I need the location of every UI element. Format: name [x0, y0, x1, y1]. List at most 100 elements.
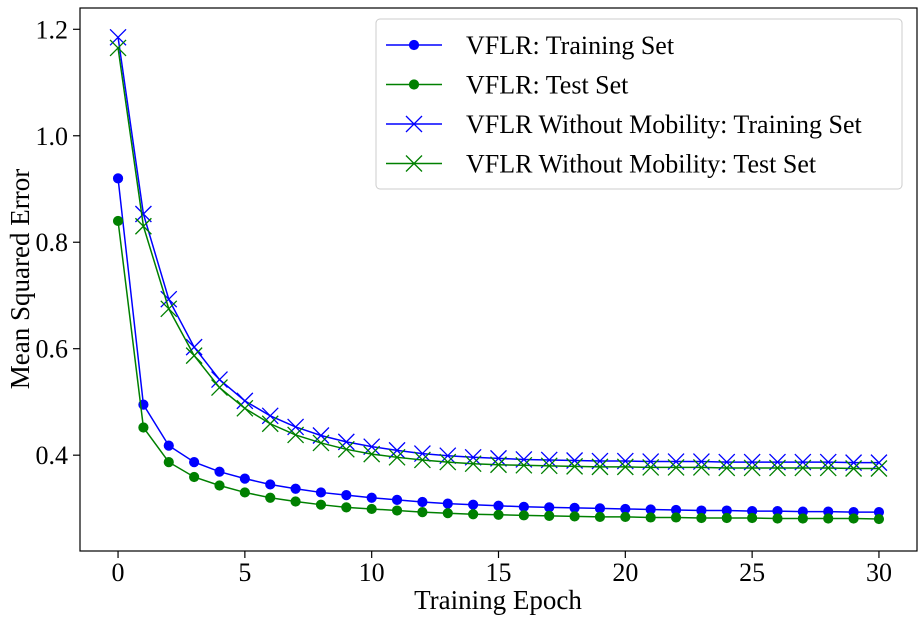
data-point — [794, 459, 812, 477]
data-point — [442, 498, 453, 509]
legend-label: VFLR Without Mobility: Test Set — [466, 150, 817, 179]
data-point — [134, 217, 152, 235]
data-point — [544, 510, 555, 521]
data-point — [417, 507, 428, 518]
data-point — [569, 511, 580, 522]
x-tick-label: 25 — [739, 558, 765, 587]
data-point — [214, 480, 225, 491]
data-point — [391, 505, 403, 516]
data-point — [189, 471, 200, 483]
y-tick-label: 0.4 — [36, 441, 69, 470]
data-point — [667, 458, 685, 476]
data-point — [366, 492, 377, 503]
y-tick-label: 1.0 — [36, 122, 69, 151]
legend-entry: VFLR: Training Set — [386, 31, 675, 60]
data-point — [185, 347, 203, 365]
legend-entry: VFLR: Test Set — [386, 71, 629, 100]
data-point — [341, 490, 352, 501]
y-axis: 0.4 0.6 0.8 1.0 1.2 — [36, 15, 80, 470]
data-point — [642, 458, 660, 476]
data-point — [236, 399, 254, 417]
data-point — [823, 513, 834, 524]
data-point — [261, 415, 279, 433]
legend-label: VFLR Without Mobility: Training Set — [466, 110, 863, 139]
x-tick-label: 10 — [359, 558, 385, 587]
data-point — [363, 438, 381, 456]
data-point — [341, 502, 352, 513]
data-point — [743, 459, 761, 477]
data-point — [417, 496, 428, 508]
data-point — [337, 433, 355, 451]
data-point — [236, 392, 254, 410]
data-point — [464, 455, 482, 473]
data-point — [290, 483, 301, 494]
data-point — [112, 173, 124, 184]
data-point — [772, 513, 783, 524]
data-point — [870, 460, 888, 477]
data-point — [134, 205, 152, 223]
legend: VFLR: Training Set VFLR: Test Set VFLR Wit… — [375, 18, 903, 190]
data-point — [721, 512, 732, 524]
legend-label: VFLR: Training Set — [466, 31, 675, 60]
data-point — [594, 511, 606, 523]
data-point — [747, 512, 758, 524]
data-point — [112, 215, 124, 227]
legend-box — [375, 18, 903, 190]
data-point — [214, 466, 225, 477]
data-point — [616, 458, 634, 476]
y-tick-label: 0.8 — [36, 228, 69, 257]
y-axis-label: Mean Squared Error — [5, 169, 35, 389]
data-point — [468, 509, 479, 520]
legend-marker — [405, 155, 423, 172]
data-point — [518, 501, 529, 512]
data-point — [363, 445, 381, 463]
data-point — [163, 440, 174, 451]
data-point — [515, 456, 533, 474]
data-point — [819, 459, 837, 477]
x-tick-label: 15 — [486, 558, 512, 587]
y-tick-label: 1.2 — [36, 15, 69, 44]
data-point — [490, 449, 507, 467]
data-point — [160, 300, 178, 318]
data-point — [315, 487, 327, 498]
series-2 — [112, 215, 885, 525]
data-point — [290, 496, 301, 507]
data-point — [591, 458, 609, 476]
legend-marker — [405, 115, 423, 133]
data-point — [468, 499, 479, 510]
data-point — [138, 422, 149, 433]
legend-entry: VFLR Without Mobility: Test Set — [386, 150, 817, 179]
data-point — [265, 479, 276, 490]
data-point — [493, 509, 504, 520]
legend-marker — [408, 39, 420, 51]
data-point — [645, 512, 656, 523]
data-point — [544, 502, 555, 513]
data-point — [337, 440, 355, 458]
data-point — [185, 338, 203, 356]
data-point — [769, 459, 786, 477]
data-point — [109, 39, 127, 57]
data-point — [211, 379, 228, 397]
data-point — [315, 499, 327, 510]
y-tick-label: 0.6 — [36, 335, 69, 364]
data-point — [845, 460, 863, 477]
data-point — [265, 492, 276, 503]
data-point — [163, 456, 174, 468]
series-1 — [112, 173, 885, 518]
legend-entry: VFLR Without Mobility: Training Set — [386, 110, 863, 139]
data-point — [442, 508, 453, 519]
data-point — [594, 503, 606, 514]
x-tick-label: 20 — [612, 558, 638, 587]
x-tick-label: 5 — [238, 558, 251, 587]
data-point — [239, 473, 250, 484]
series-layer — [109, 28, 888, 525]
data-point — [287, 426, 305, 444]
x-axis-label: Training Epoch — [414, 585, 582, 615]
x-tick-label: 0 — [112, 558, 125, 587]
data-point — [718, 459, 736, 477]
data-point — [312, 434, 330, 452]
x-tick-label: 30 — [866, 558, 892, 587]
data-point — [388, 448, 406, 466]
data-point — [873, 513, 885, 525]
